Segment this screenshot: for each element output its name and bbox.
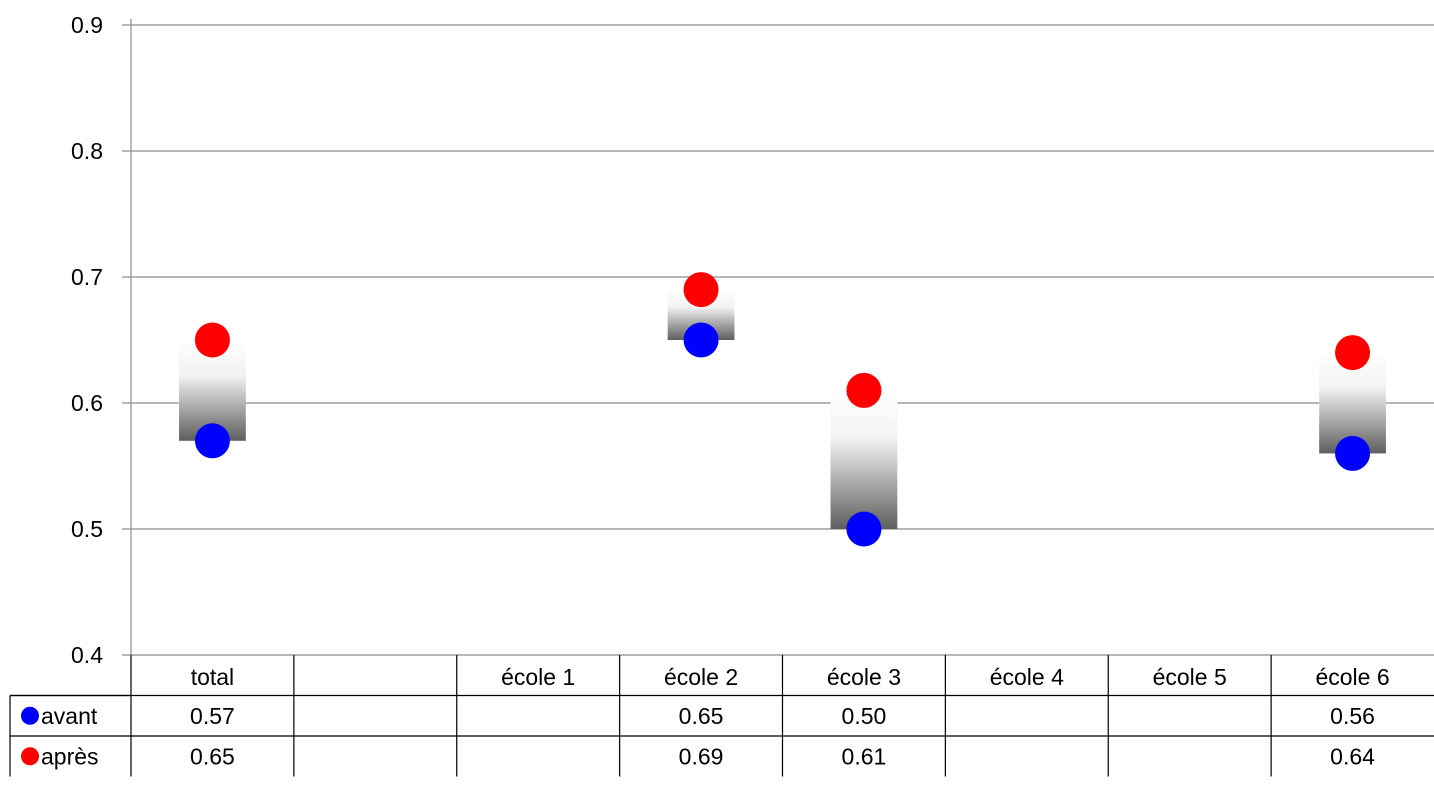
legend-marker-avant [21, 706, 39, 725]
table-cell: 0.56 [1330, 703, 1375, 729]
table-cell: 0.61 [842, 743, 887, 769]
data-point-après [683, 272, 719, 308]
table-cell: 0.57 [190, 703, 235, 729]
change-bands [179, 289, 1386, 529]
data-point-après [194, 322, 230, 358]
row-label: après [41, 743, 99, 769]
table-cell: 0.65 [679, 703, 724, 729]
table-cell: 0.50 [842, 703, 887, 729]
y-tick-label: 0.4 [71, 642, 103, 668]
y-tick-label: 0.8 [71, 138, 103, 164]
y-tick-label: 0.5 [71, 516, 103, 542]
data-point-avant [846, 511, 882, 547]
row-label: avant [41, 703, 98, 729]
data-point-avant [194, 423, 230, 459]
data-point-avant [683, 322, 719, 358]
category-label: total [191, 664, 234, 690]
change-band [830, 390, 898, 529]
table-cell: 0.69 [679, 743, 724, 769]
data-table: total école 1 école 2 école 3 école 4 école 5… [9, 655, 1434, 777]
category-label: école 5 [1153, 664, 1227, 690]
legend-marker-après [21, 747, 39, 766]
y-tick-label: 0.7 [71, 264, 103, 290]
table-cell: 0.65 [190, 743, 235, 769]
gridlines [122, 24, 1434, 656]
category-label: école 1 [501, 664, 575, 690]
category-label: école 3 [827, 664, 901, 690]
y-tick-label: 0.9 [71, 12, 103, 38]
data-points [194, 272, 1371, 547]
data-point-avant [1335, 435, 1371, 471]
data-point-après [846, 372, 882, 408]
category-label: école 4 [990, 664, 1064, 690]
category-label: école 2 [664, 664, 738, 690]
data-point-après [1335, 335, 1371, 371]
y-axis: 0.4 0.5 0.6 0.7 0.8 0.9 [71, 12, 132, 668]
y-tick-label: 0.6 [71, 390, 103, 416]
table-cell: 0.64 [1330, 743, 1375, 769]
category-label: école 6 [1315, 664, 1389, 690]
